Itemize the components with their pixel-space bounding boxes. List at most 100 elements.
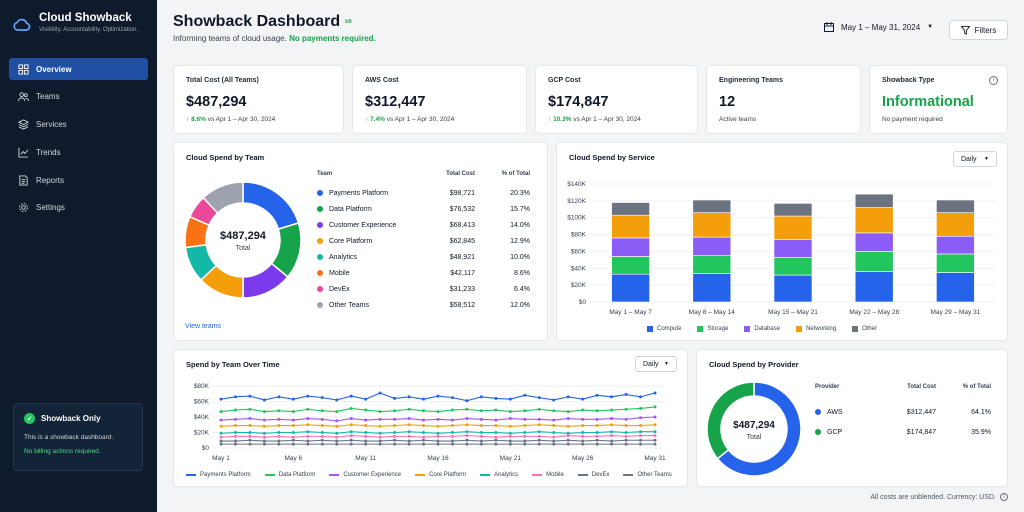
- point-analytics[interactable]: [248, 431, 252, 434]
- point-core-platform[interactable]: [378, 424, 382, 428]
- point-other-teams[interactable]: [624, 442, 628, 446]
- point-data-platform[interactable]: [508, 410, 512, 414]
- point-other-teams[interactable]: [595, 442, 599, 446]
- sidebar-item-overview[interactable]: Overview: [9, 58, 148, 80]
- point-payments-platform[interactable]: [450, 396, 454, 400]
- point-devex[interactable]: [639, 438, 643, 442]
- point-other-teams[interactable]: [219, 442, 223, 446]
- donut-slice[interactable]: [706, 381, 755, 460]
- point-mobile[interactable]: [566, 434, 570, 438]
- point-analytics[interactable]: [566, 431, 570, 435]
- table-row[interactable]: Other Teams $58,512 12.0%: [317, 297, 530, 313]
- point-analytics[interactable]: [494, 431, 498, 434]
- point-core-platform[interactable]: [639, 424, 643, 428]
- table-row[interactable]: Payments Platform $98,721 20.3%: [317, 185, 530, 201]
- point-core-platform[interactable]: [291, 424, 295, 428]
- point-devex[interactable]: [364, 439, 368, 443]
- point-mobile[interactable]: [494, 435, 498, 439]
- point-data-platform[interactable]: [422, 409, 426, 413]
- point-core-platform[interactable]: [450, 424, 454, 428]
- point-devex[interactable]: [624, 438, 628, 442]
- point-core-platform[interactable]: [320, 424, 324, 428]
- point-mobile[interactable]: [233, 434, 237, 438]
- point-customer-experience[interactable]: [335, 419, 339, 423]
- point-devex[interactable]: [450, 439, 454, 443]
- point-other-teams[interactable]: [494, 442, 498, 446]
- point-analytics[interactable]: [436, 431, 440, 435]
- table-row[interactable]: DevEx $31,233 6.4%: [317, 281, 530, 297]
- point-analytics[interactable]: [306, 430, 310, 434]
- point-mobile[interactable]: [393, 434, 397, 438]
- point-core-platform[interactable]: [349, 423, 353, 427]
- point-analytics[interactable]: [262, 431, 266, 435]
- point-devex[interactable]: [291, 438, 295, 442]
- point-mobile[interactable]: [537, 434, 541, 438]
- point-customer-experience[interactable]: [219, 418, 223, 422]
- point-other-teams[interactable]: [407, 442, 411, 446]
- point-devex[interactable]: [581, 439, 585, 443]
- point-core-platform[interactable]: [595, 424, 599, 428]
- point-core-platform[interactable]: [465, 423, 469, 427]
- point-payments-platform[interactable]: [262, 398, 266, 402]
- bar-networking[interactable]: [773, 215, 813, 240]
- point-customer-experience[interactable]: [523, 417, 527, 421]
- point-customer-experience[interactable]: [450, 418, 454, 422]
- legend-item-storage[interactable]: Storage: [697, 326, 728, 332]
- point-analytics[interactable]: [364, 431, 368, 434]
- legend-item-compute[interactable]: Compute: [647, 326, 681, 332]
- point-payments-platform[interactable]: [537, 396, 541, 400]
- point-other-teams[interactable]: [566, 442, 570, 446]
- point-mobile[interactable]: [364, 434, 368, 438]
- point-devex[interactable]: [407, 439, 411, 443]
- point-payments-platform[interactable]: [378, 391, 382, 395]
- point-mobile[interactable]: [450, 434, 454, 438]
- table-row[interactable]: AWS $312,447 64.1%: [815, 402, 991, 422]
- point-mobile[interactable]: [320, 434, 324, 438]
- point-other-teams[interactable]: [364, 442, 368, 446]
- point-core-platform[interactable]: [436, 424, 440, 428]
- point-customer-experience[interactable]: [595, 417, 599, 421]
- point-data-platform[interactable]: [349, 406, 353, 410]
- point-analytics[interactable]: [277, 431, 281, 434]
- point-core-platform[interactable]: [407, 423, 411, 427]
- point-data-platform[interactable]: [465, 407, 469, 411]
- point-devex[interactable]: [436, 439, 440, 443]
- point-customer-experience[interactable]: [378, 417, 382, 421]
- point-analytics[interactable]: [581, 431, 585, 434]
- bar-compute[interactable]: [611, 273, 650, 303]
- point-payments-platform[interactable]: [653, 391, 657, 395]
- point-customer-experience[interactable]: [233, 417, 237, 421]
- point-devex[interactable]: [219, 439, 223, 443]
- point-data-platform[interactable]: [479, 409, 483, 413]
- point-mobile[interactable]: [465, 434, 469, 438]
- donut-slice[interactable]: [202, 181, 244, 215]
- point-mobile[interactable]: [639, 434, 643, 438]
- point-data-platform[interactable]: [364, 408, 368, 412]
- point-analytics[interactable]: [378, 431, 382, 435]
- point-data-platform[interactable]: [552, 409, 556, 413]
- legend-item-mobile[interactable]: Mobile: [532, 472, 564, 478]
- point-analytics[interactable]: [335, 431, 339, 435]
- point-data-platform[interactable]: [291, 410, 295, 414]
- sidebar-item-services[interactable]: Services: [9, 114, 148, 136]
- point-analytics[interactable]: [610, 430, 614, 434]
- point-other-teams[interactable]: [653, 442, 657, 446]
- legend-item-other[interactable]: Other: [852, 326, 877, 332]
- point-mobile[interactable]: [508, 434, 512, 438]
- bar-compute[interactable]: [936, 272, 975, 303]
- point-data-platform[interactable]: [450, 408, 454, 412]
- point-devex[interactable]: [552, 439, 556, 443]
- point-mobile[interactable]: [407, 434, 411, 438]
- point-data-platform[interactable]: [653, 405, 657, 409]
- point-analytics[interactable]: [595, 431, 599, 434]
- bar-other[interactable]: [611, 202, 650, 216]
- point-payments-platform[interactable]: [291, 397, 295, 401]
- info-icon[interactable]: i: [989, 76, 998, 85]
- point-core-platform[interactable]: [306, 423, 310, 427]
- bar-storage[interactable]: [773, 257, 813, 276]
- point-core-platform[interactable]: [523, 424, 527, 428]
- point-devex[interactable]: [349, 438, 353, 442]
- point-data-platform[interactable]: [537, 407, 541, 411]
- point-customer-experience[interactable]: [277, 417, 281, 421]
- point-payments-platform[interactable]: [393, 396, 397, 400]
